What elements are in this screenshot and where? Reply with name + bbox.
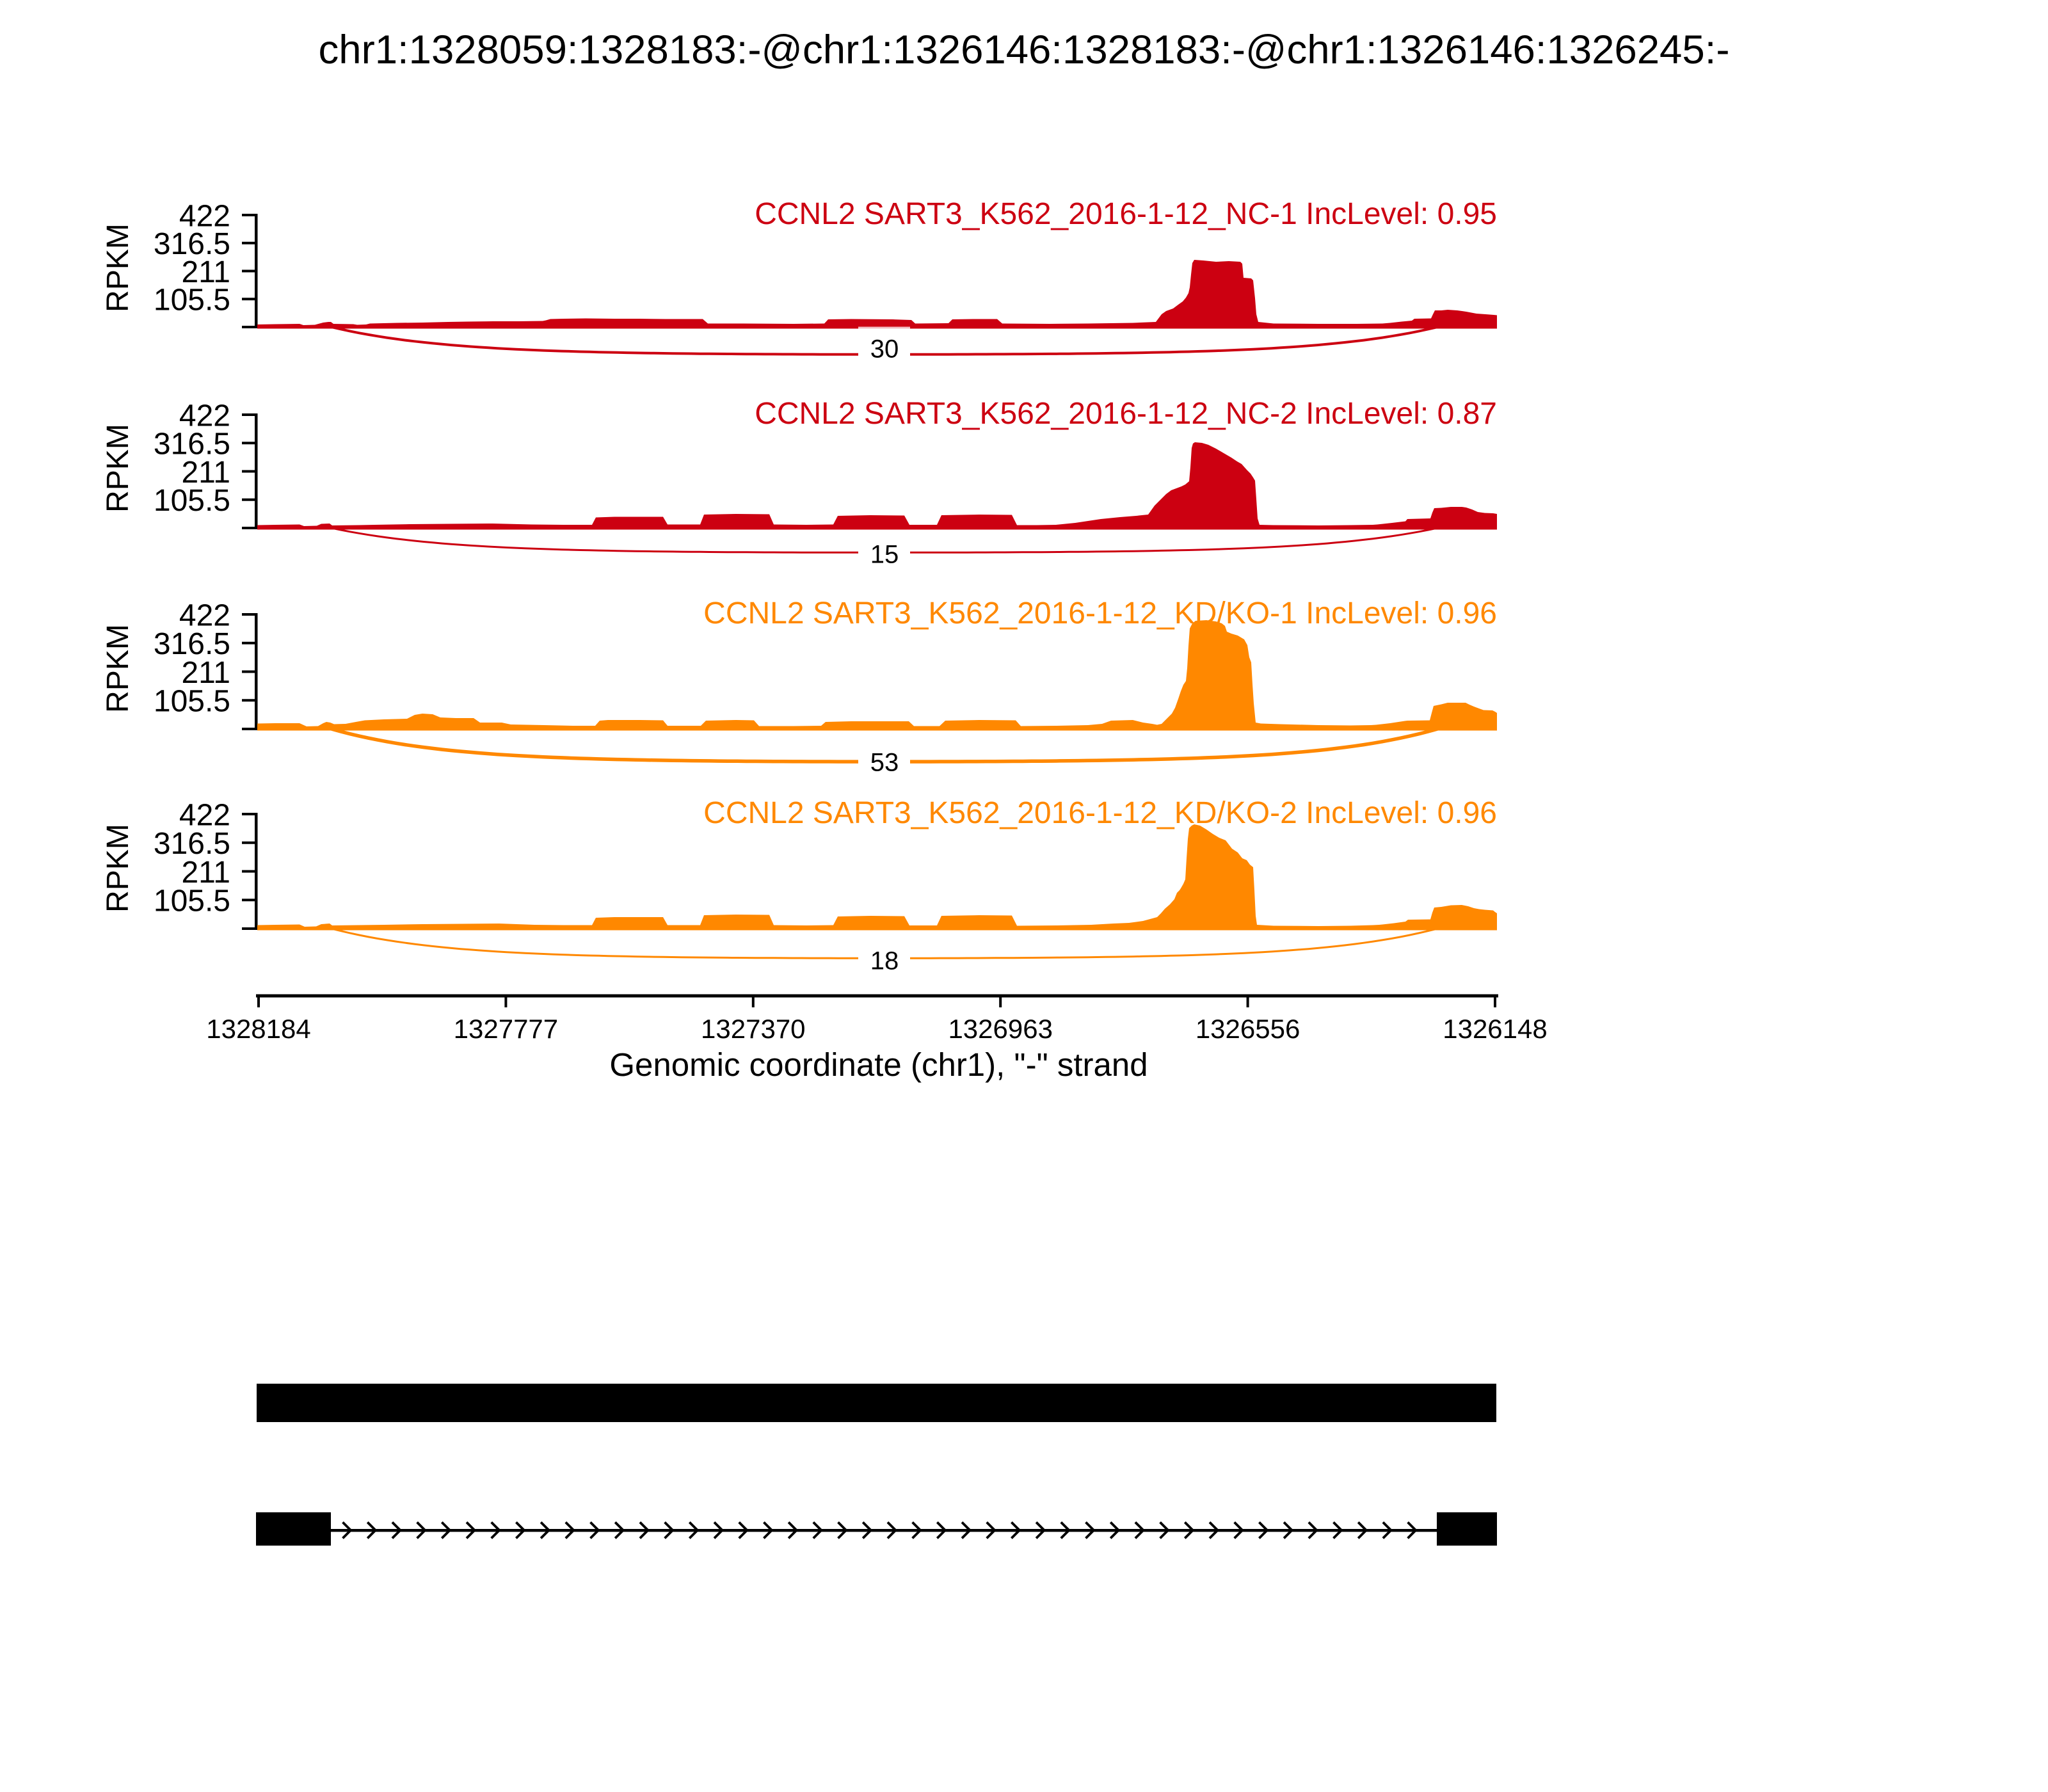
svg-text:1327777: 1327777 <box>454 1014 559 1044</box>
svg-text:316.5: 316.5 <box>154 627 230 661</box>
svg-text:105.5: 105.5 <box>154 685 230 719</box>
svg-text:CCNL2 SART3_K562_2016-1-12_KD/: CCNL2 SART3_K562_2016-1-12_KD/KO-1 IncLe… <box>703 596 1497 630</box>
svg-text:RPKM: RPKM <box>101 424 135 513</box>
svg-text:105.5: 105.5 <box>154 484 230 518</box>
svg-text:422: 422 <box>179 200 230 234</box>
svg-text:chr1:1328059:1328183:-@chr1:13: chr1:1328059:1328183:-@chr1:1326146:1328… <box>319 28 1730 72</box>
svg-text:422: 422 <box>179 599 230 633</box>
svg-text:211: 211 <box>181 856 230 890</box>
svg-text:1326556: 1326556 <box>1196 1014 1300 1044</box>
svg-text:1328184: 1328184 <box>206 1014 311 1044</box>
svg-text:1327370: 1327370 <box>701 1014 806 1044</box>
svg-text:316.5: 316.5 <box>154 428 230 461</box>
svg-text:18: 18 <box>870 947 899 975</box>
svg-text:211: 211 <box>181 255 230 289</box>
svg-text:CCNL2 SART3_K562_2016-1-12_NC-: CCNL2 SART3_K562_2016-1-12_NC-2 IncLevel… <box>755 397 1497 431</box>
svg-text:316.5: 316.5 <box>154 827 230 861</box>
svg-text:Genomic coordinate (chr1), "-": Genomic coordinate (chr1), "-" strand <box>609 1046 1148 1083</box>
svg-text:316.5: 316.5 <box>154 227 230 261</box>
svg-text:CCNL2 SART3_K562_2016-1-12_KD/: CCNL2 SART3_K562_2016-1-12_KD/KO-2 IncLe… <box>703 796 1497 830</box>
svg-text:53: 53 <box>870 749 899 777</box>
svg-text:211: 211 <box>181 656 230 690</box>
svg-text:30: 30 <box>870 335 899 364</box>
svg-text:105.5: 105.5 <box>154 284 230 317</box>
svg-text:15: 15 <box>870 541 899 569</box>
svg-text:211: 211 <box>181 456 230 490</box>
svg-text:CCNL2 SART3_K562_2016-1-12_NC-: CCNL2 SART3_K562_2016-1-12_NC-1 IncLevel… <box>755 197 1497 231</box>
svg-text:RPKM: RPKM <box>101 824 135 913</box>
svg-text:105.5: 105.5 <box>154 884 230 918</box>
svg-text:422: 422 <box>179 799 230 833</box>
svg-text:RPKM: RPKM <box>101 624 135 713</box>
svg-text:RPKM: RPKM <box>101 223 135 312</box>
svg-text:1326963: 1326963 <box>948 1014 1053 1044</box>
svg-text:1326148: 1326148 <box>1443 1014 1548 1044</box>
svg-text:422: 422 <box>179 399 230 433</box>
